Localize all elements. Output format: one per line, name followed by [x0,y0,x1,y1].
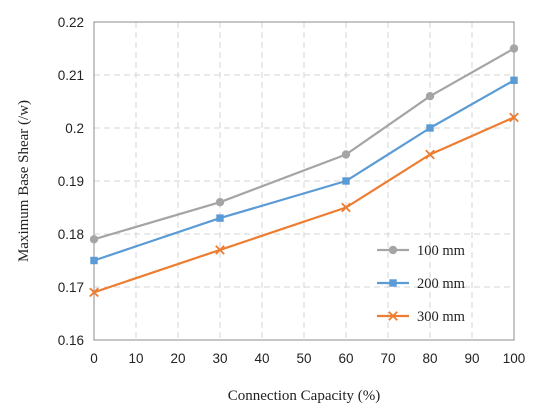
x-tick-label: 50 [296,351,311,366]
x-tick-label: 100 [503,351,526,366]
x-tick-label: 20 [170,351,185,366]
data-point-100-mm [215,198,225,207]
data-point-200-mm [342,177,350,185]
series-200-mm [90,76,518,265]
legend-swatch-marker [388,245,398,255]
series-300-mm [89,112,519,298]
legend-item-300-mm: 300 mm [377,309,466,325]
x-tick-label: 90 [464,351,479,366]
data-point-200-mm [216,214,224,222]
data-point-300-mm [509,112,519,123]
x-tick-label: 10 [128,351,143,366]
data-point-300-mm [89,287,99,298]
y-tick-label: 0.18 [58,227,84,242]
x-tick-label: 30 [212,351,227,366]
data-point-300-mm [215,245,225,255]
y-tick-label: 0.2 [65,121,84,136]
data-point-200-mm [90,256,98,265]
y-axis-title: Maximum Base Shear (/w) [16,100,32,262]
legend-swatch-marker [389,279,397,287]
data-point-100-mm [341,150,351,159]
data-point-200-mm [510,76,518,84]
y-tick-label: 0.21 [58,68,84,83]
x-axis-ticks: 0 10 20 30 40 50 60 70 80 90 100 [90,351,525,366]
legend-label: 300 mm [417,309,466,325]
legend-item-100-mm: 100 mm [377,243,466,259]
legend-label: 200 mm [417,276,466,292]
data-point-200-mm [426,124,434,132]
x-axis-title: Connection Capacity (%) [228,388,380,404]
y-tick-label: 0.19 [58,174,84,189]
data-point-300-mm [425,149,435,160]
series-layer [89,44,519,298]
legend-label: 100 mm [417,243,466,259]
data-point-100-mm [89,235,99,244]
y-tick-label: 0.22 [58,15,84,30]
y-axis-ticks: 0.16 0.17 0.18 0.19 0.2 0.21 0.22 [58,15,84,348]
x-tick-label: 40 [254,351,269,366]
legend: 100 mm 200 mm 300 mm [377,243,466,325]
series-100-mm [89,44,519,244]
plot-frame [93,21,515,341]
data-point-300-mm [341,202,351,213]
y-tick-label: 0.17 [58,280,84,295]
x-tick-label: 80 [422,351,437,366]
legend-item-200-mm: 200 mm [377,276,466,292]
x-tick-label: 0 [90,351,98,366]
x-tick-label: 70 [380,351,395,366]
data-point-100-mm [425,92,435,101]
legend-swatch-marker [388,311,398,321]
x-tick-label: 60 [338,351,353,366]
data-point-100-mm [509,44,519,53]
y-tick-label: 0.16 [58,333,84,348]
grid [94,21,515,340]
